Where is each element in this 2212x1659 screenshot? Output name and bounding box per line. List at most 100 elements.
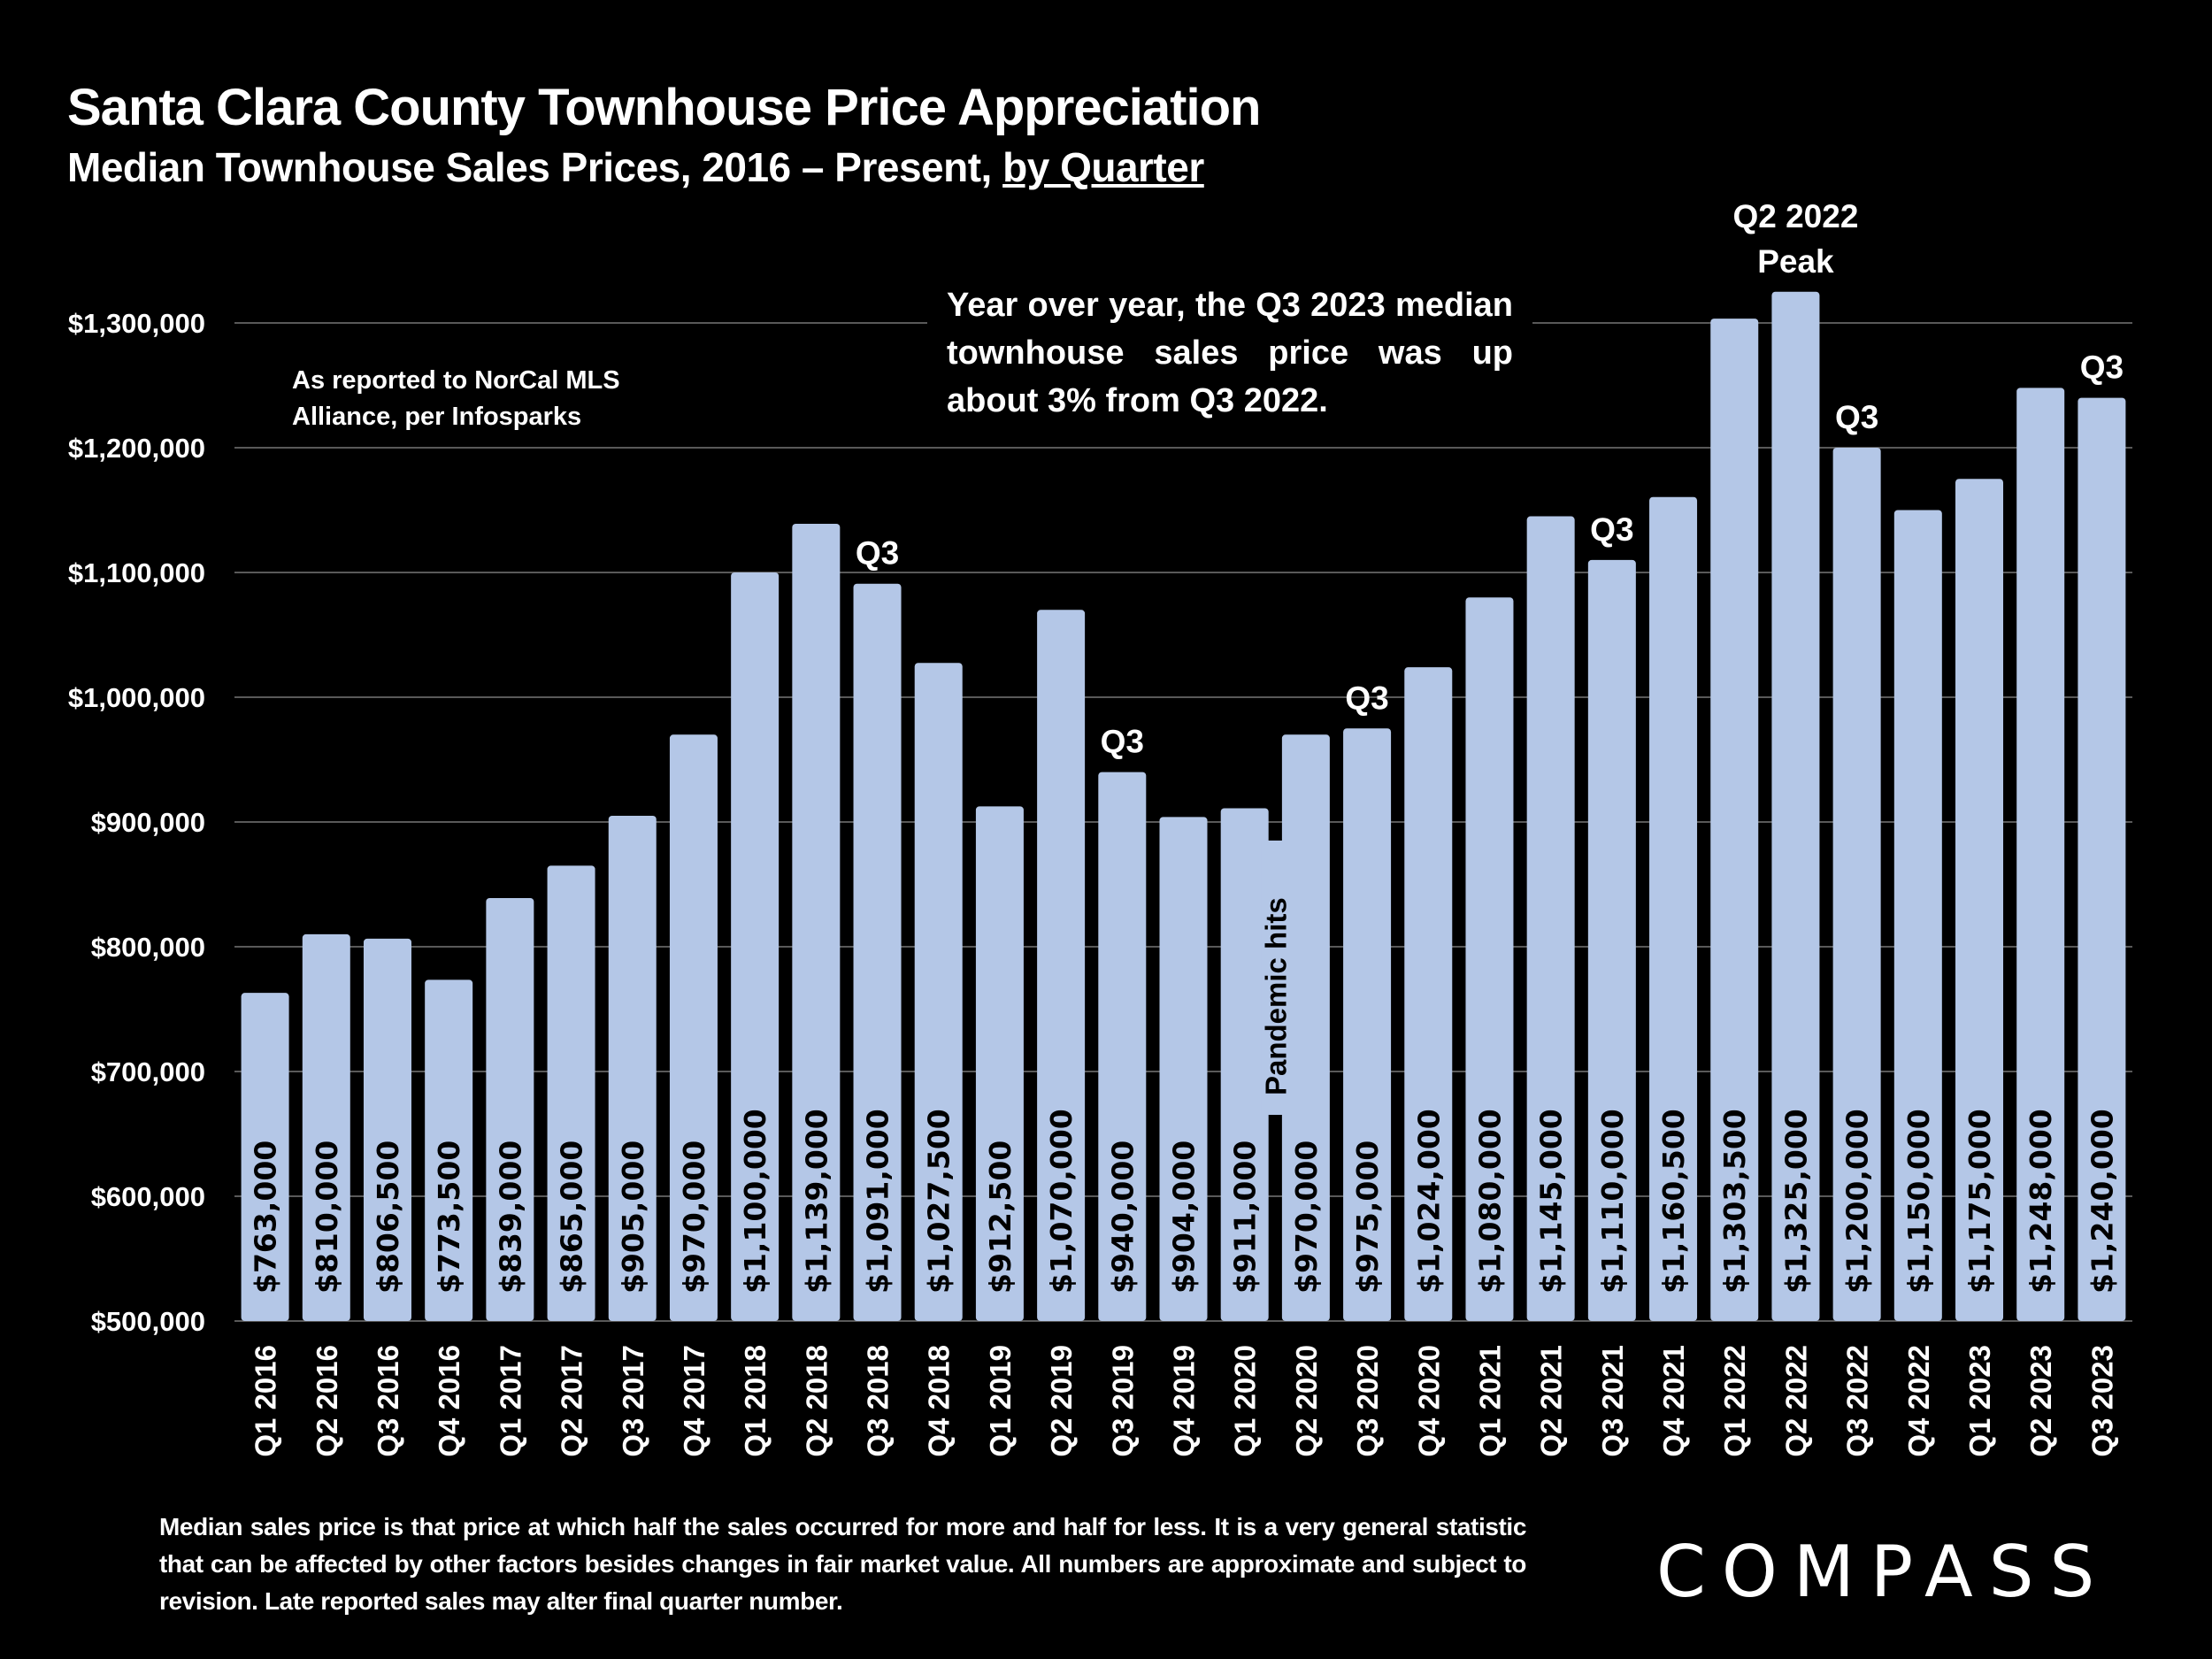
value-label: $904,000	[1167, 1141, 1202, 1294]
bar	[486, 898, 534, 1321]
y-tick-label: $900,000	[91, 807, 205, 838]
x-tick-label: Q2 2020	[1290, 1345, 1323, 1457]
value-label: $1,240,000	[2085, 1109, 2119, 1294]
y-axis-tick-labels: $500,000 $600,000 $700,000 $800,000 $900,000…	[68, 308, 205, 1337]
value-label: $806,500	[371, 1141, 405, 1294]
y-tick-label: $1,100,000	[68, 557, 205, 588]
y-tick-label: $800,000	[91, 932, 205, 963]
bar	[1587, 559, 1636, 1321]
y-tick-label: $1,300,000	[68, 308, 205, 339]
value-label: $839,000	[493, 1141, 527, 1294]
bar	[731, 572, 780, 1321]
value-label: $1,248,000	[2024, 1109, 2058, 1294]
x-tick-label: Q1 2019	[984, 1345, 1017, 1457]
value-label: $1,024,000	[1411, 1109, 1446, 1294]
value-label: $940,000	[1105, 1141, 1140, 1294]
value-label: $1,100,000	[738, 1109, 772, 1294]
value-label: $773,500	[432, 1141, 466, 1294]
subtitle-by-quarter: by Quarter	[1002, 144, 1204, 190]
annotation-label: Q3	[1590, 511, 1633, 548]
bar	[608, 815, 657, 1321]
bar	[669, 734, 718, 1321]
bar	[547, 865, 595, 1321]
bar	[1404, 667, 1453, 1321]
y-tick-label: $500,000	[91, 1306, 205, 1337]
subtitle-main: Median Townhouse Sales Prices, 2016 – Pr…	[67, 144, 1003, 190]
bar	[2078, 397, 2126, 1322]
pandemic-label-box	[1261, 841, 1292, 1115]
value-label: $1,303,500	[1717, 1109, 1752, 1294]
bar	[792, 524, 841, 1321]
x-tick-label: Q2 2017	[556, 1345, 588, 1457]
annotation-label: Peak	[1757, 243, 1834, 280]
value-label: $905,000	[616, 1141, 650, 1294]
x-tick-label: Q4 2019	[1168, 1345, 1201, 1457]
value-label: $1,027,500	[922, 1109, 956, 1294]
bar	[1037, 610, 1086, 1321]
x-tick-label: Q2 2023	[2024, 1345, 2057, 1457]
value-label: $1,325,000	[1778, 1109, 1813, 1294]
x-tick-label: Q3 2023	[2085, 1345, 2118, 1457]
value-labels: $763,000 $810,000 $806,500 $773,500 $839,000…	[249, 1109, 2120, 1294]
value-label: $970,000	[677, 1141, 711, 1294]
chart-title: Santa Clara County Townhouse Price Appre…	[67, 79, 1261, 136]
value-label: $1,150,000	[1901, 1109, 1936, 1294]
bar	[1159, 817, 1208, 1321]
x-tick-label: Q4 2017	[678, 1345, 710, 1457]
value-label: $865,000	[555, 1141, 589, 1294]
x-tick-label: Q2 2022	[1779, 1345, 1812, 1457]
x-tick-label: Q4 2022	[1902, 1345, 1935, 1457]
y-tick-label: $1,200,000	[68, 433, 205, 464]
value-label: $1,110,000	[1595, 1109, 1630, 1294]
value-label: $1,145,000	[1534, 1109, 1569, 1294]
annotations: Q3 Q3 Q3 Q3 Q2 2022 Peak Q3 Q3 Pandemic hits	[856, 198, 2124, 1115]
yoy-callout: Year over year, the Q3 2023 median townh…	[927, 281, 1532, 425]
compass-logo-icon: COMPASS	[1656, 1531, 2111, 1613]
value-label: $810,000	[310, 1141, 344, 1294]
x-tick-label: Q3 2019	[1106, 1345, 1139, 1457]
bar	[1649, 496, 1698, 1321]
x-tick-label: Q1 2016	[250, 1345, 282, 1457]
x-tick-label: Q2 2021	[1535, 1345, 1568, 1457]
bar	[1955, 479, 2004, 1321]
bar	[1832, 448, 1881, 1321]
annotation-label: Q2 2022	[1732, 198, 1858, 234]
bar	[241, 993, 289, 1321]
x-tick-label: Q3 2018	[862, 1345, 895, 1457]
bar	[975, 806, 1024, 1321]
value-label: $1,070,000	[1044, 1109, 1079, 1294]
bar	[1526, 516, 1575, 1321]
annotation-label: Q3	[856, 535, 899, 572]
x-tick-label: Q1 2023	[1963, 1345, 1996, 1457]
bar	[425, 979, 473, 1321]
bar	[853, 583, 902, 1321]
x-tick-label: Q4 2020	[1412, 1345, 1445, 1457]
bar	[1343, 728, 1392, 1321]
x-tick-label: Q4 2021	[1657, 1345, 1690, 1457]
x-tick-label: Q1 2020	[1229, 1345, 1262, 1457]
x-tick-label: Q3 2021	[1596, 1345, 1629, 1457]
y-tick-label: $1,000,000	[68, 682, 205, 713]
bar	[1893, 510, 1942, 1321]
bar	[302, 933, 350, 1321]
annotation-label: Q3	[1101, 724, 1144, 760]
annotation-label: Q3	[1835, 399, 1878, 435]
value-label: $912,500	[983, 1141, 1018, 1294]
x-tick-label: Q2 2019	[1045, 1345, 1078, 1457]
footnote: Median sales price is that price at whic…	[159, 1513, 1526, 1615]
x-tick-label: Q1 2018	[739, 1345, 772, 1457]
bar	[1771, 291, 1820, 1321]
y-tick-label: $600,000	[91, 1181, 205, 1212]
value-label: $970,000	[1289, 1141, 1324, 1294]
x-tick-label: Q2 2016	[311, 1345, 343, 1457]
x-tick-label: Q3 2016	[372, 1345, 404, 1457]
value-label: $1,175,000	[1962, 1109, 1997, 1294]
x-tick-label: Q1 2021	[1473, 1345, 1506, 1457]
value-label: $1,091,000	[861, 1109, 895, 1294]
bar	[363, 938, 411, 1321]
bars	[241, 291, 2126, 1322]
value-label: $975,000	[1350, 1141, 1385, 1294]
x-tick-label: Q3 2017	[617, 1345, 649, 1457]
pandemic-label: Pandemic hits	[1259, 897, 1292, 1095]
